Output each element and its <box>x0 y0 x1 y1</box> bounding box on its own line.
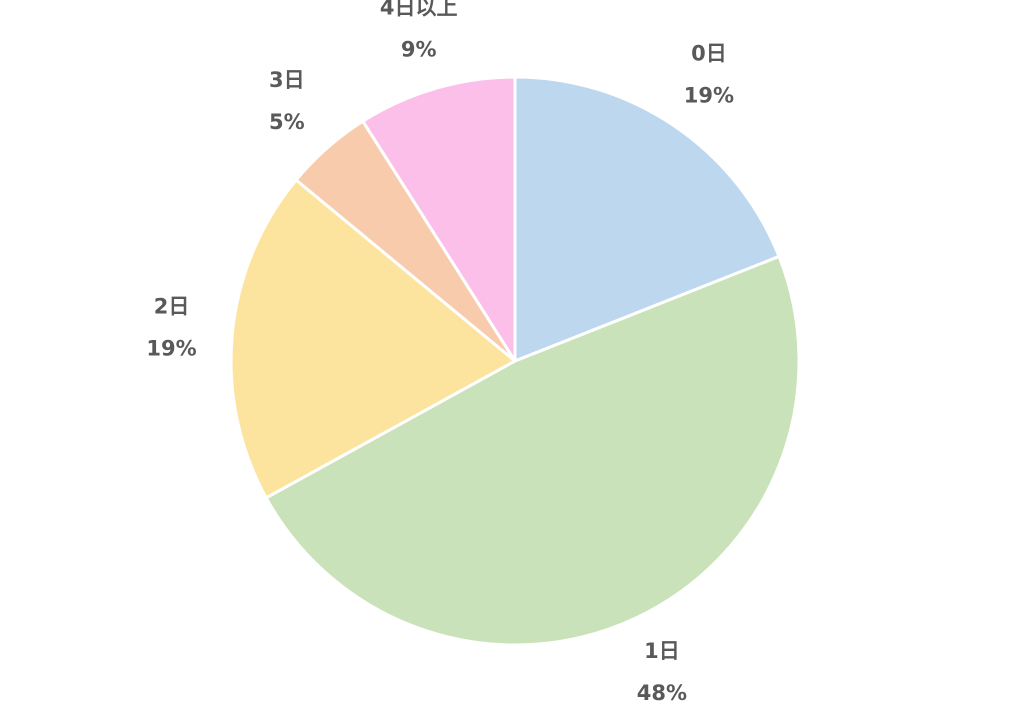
pie-slice <box>361 75 517 363</box>
slice-category-label: 4日以上 <box>380 0 458 20</box>
slice-value-label: 19% <box>146 337 196 361</box>
pie-slice <box>513 75 781 363</box>
slice-category-label: 3日 <box>269 68 305 92</box>
slice-value-label: 19% <box>684 84 734 108</box>
slice-category-label: 2日 <box>154 295 190 319</box>
slice-value-label: 48% <box>637 681 687 705</box>
pie-slice <box>229 178 517 500</box>
slice-category-label: 0日 <box>691 42 727 66</box>
pie-slice <box>264 254 801 647</box>
slice-value-label: 9% <box>401 38 437 62</box>
slice-category-label: 1日 <box>644 639 680 663</box>
slice-value-label: 5% <box>269 110 305 134</box>
